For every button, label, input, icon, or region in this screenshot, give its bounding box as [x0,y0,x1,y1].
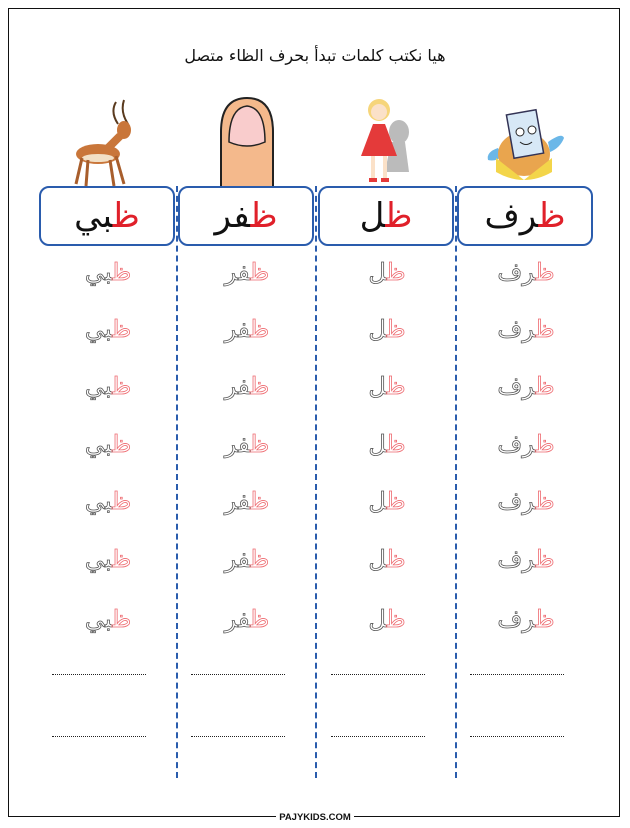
worksheet-title: هيا نكتب كلمات تبدأ بحرف الظاء متصل [184,46,446,65]
footer-text: PAJYKIDS.COM [276,812,354,823]
trace-word: ظ‍ل [368,605,406,634]
word-first-letter: ظ [538,196,566,236]
writing-line[interactable] [52,674,146,675]
trace-word: ظ‍فر [224,487,270,516]
trace-word: ظ‍ل [368,372,406,401]
writing-line[interactable] [331,736,425,737]
fingernail-image [207,92,287,189]
trace-word: ظ‍ل [368,315,406,344]
trace-word: ظ‍بي [84,430,132,459]
column-divider [315,186,317,778]
trace-word: ظ‍بي [84,605,132,634]
trace-word: ظ‍رف [497,605,555,634]
trace-word: ظ‍ل [368,258,406,287]
trace-word: ظ‍فر [224,372,270,401]
trace-word: ظ‍بي [84,315,132,344]
trace-word: ظ‍فر [224,545,270,574]
trace-word: ظ‍ل [368,430,406,459]
word-first-letter: ظ [112,196,140,236]
trace-word: ظ‍رف [497,258,555,287]
word-rest: ل [359,196,386,236]
trace-word: ظ‍فر [224,258,270,287]
trace-word: ظ‍فر [224,315,270,344]
doll-shadow-image [347,92,427,188]
word-first-letter: ظ [385,196,413,236]
word-card: ظ‍فر [178,186,314,246]
trace-word: ظ‍رف [497,487,555,516]
trace-word: ظ‍بي [84,372,132,401]
trace-word: ظ‍بي [84,487,132,516]
trace-word: ظ‍رف [497,315,555,344]
column-divider [176,186,178,778]
writing-line[interactable] [331,674,425,675]
trace-word: ظ‍فر [224,430,270,459]
envelope-image [486,92,566,188]
trace-word: ظ‍بي [84,258,132,287]
trace-word: ظ‍رف [497,372,555,401]
trace-word: ظ‍ل [368,545,406,574]
word-rest: فر [214,196,251,236]
writing-line[interactable] [470,736,564,737]
footer: PAJYKIDS.COM [0,812,630,823]
word-card: ظ‍رف [457,186,593,246]
writing-line[interactable] [470,674,564,675]
writing-line[interactable] [191,674,285,675]
word-card: ظ‍بي [39,186,175,246]
word-card: ظ‍ل [318,186,454,246]
trace-word: ظ‍رف [497,545,555,574]
column-divider [455,186,457,778]
trace-word: ظ‍فر [224,605,270,634]
writing-line[interactable] [191,736,285,737]
trace-word: ظ‍بي [84,545,132,574]
word-rest: بي [74,196,113,236]
word-rest: رف [484,196,539,236]
trace-word: ظ‍ل [368,487,406,516]
word-first-letter: ظ [250,196,278,236]
gazelle-image [68,92,148,188]
writing-line[interactable] [52,736,146,737]
trace-word: ظ‍رف [497,430,555,459]
